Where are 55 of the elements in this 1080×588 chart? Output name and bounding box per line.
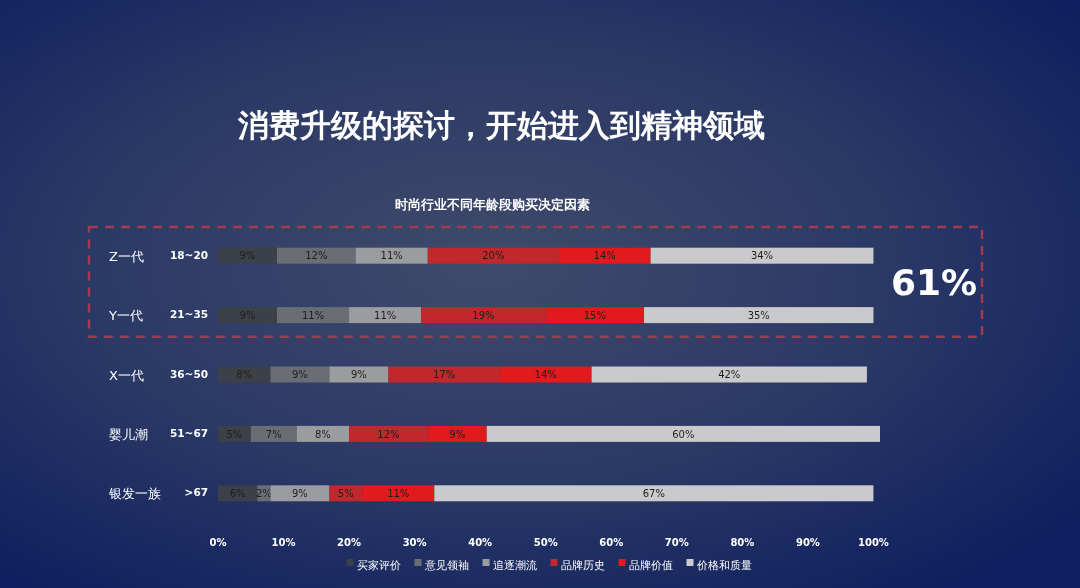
x-tick-label: 60% [599, 537, 624, 548]
legend-label: 意见领袖 [423, 559, 469, 572]
y-tick-label: 婴儿潮 [109, 426, 148, 442]
chart-subtitle: 时尚行业不同年龄段购买决定因素 [394, 197, 590, 212]
data-label: 14% [593, 250, 616, 262]
data-label: 9% [291, 487, 308, 499]
data-label: 12% [305, 250, 328, 262]
legend-label: 价格和质量 [695, 559, 752, 572]
y2-tick-label: >67 [184, 486, 208, 499]
x-tick-label: 20% [337, 537, 362, 548]
y2-tick-label: 51~67 [169, 426, 208, 439]
data-label: 11% [374, 309, 397, 321]
data-label: 2% [255, 487, 272, 499]
x-tick-label: 30% [402, 537, 427, 548]
data-label: 9% [291, 369, 308, 381]
data-label: 14% [534, 369, 557, 381]
x-tick-label: 0% [209, 537, 227, 548]
x-tick-label: 90% [795, 537, 820, 548]
y2-tick-label: 36~50 [169, 367, 208, 380]
data-label: 8% [314, 428, 331, 440]
data-label: 60% [672, 428, 695, 440]
y2-tick-label: 18~20 [169, 248, 208, 261]
y-tick-label: Z一代 [109, 248, 144, 264]
data-label: 11% [301, 309, 325, 321]
y-tick-label: Y一代 [108, 308, 143, 324]
x-tick-label: 70% [664, 537, 689, 548]
x-tick-label: 10% [271, 537, 296, 548]
x-tick-label: 100% [857, 537, 889, 548]
data-label: 35% [747, 309, 770, 321]
y2-tick-label: 21~35 [169, 308, 208, 321]
legend-label: 买家评价 [356, 559, 401, 572]
data-label: 9% [350, 369, 367, 381]
y-tick-label: X一代 [109, 367, 144, 383]
legend-label: 追逐潮流 [492, 559, 537, 572]
legend-label: 品牌历史 [560, 559, 605, 572]
data-label: 11% [387, 487, 410, 499]
chart-title: 消费升级的探讨，开始进入到精神领域 [236, 107, 765, 143]
data-label: 7% [265, 428, 282, 440]
x-tick-label: 50% [533, 537, 558, 548]
data-label: 5% [337, 487, 354, 499]
data-label: 9% [449, 428, 466, 440]
data-label: 42% [718, 369, 741, 381]
x-tick-label: 80% [730, 537, 755, 548]
data-label: 11% [380, 250, 403, 262]
data-label: 15% [583, 309, 606, 321]
data-label: 67% [642, 487, 665, 499]
data-label: 12% [377, 428, 400, 440]
data-label: 19% [472, 309, 495, 321]
data-label: 17% [433, 369, 456, 381]
x-tick-label: 40% [468, 537, 493, 548]
legend-label: 品牌价值 [628, 559, 673, 572]
text: 61% [890, 261, 978, 303]
y-tick-label: 银发一族 [108, 486, 161, 502]
data-label: 20% [482, 250, 505, 262]
data-label: 34% [750, 250, 774, 262]
